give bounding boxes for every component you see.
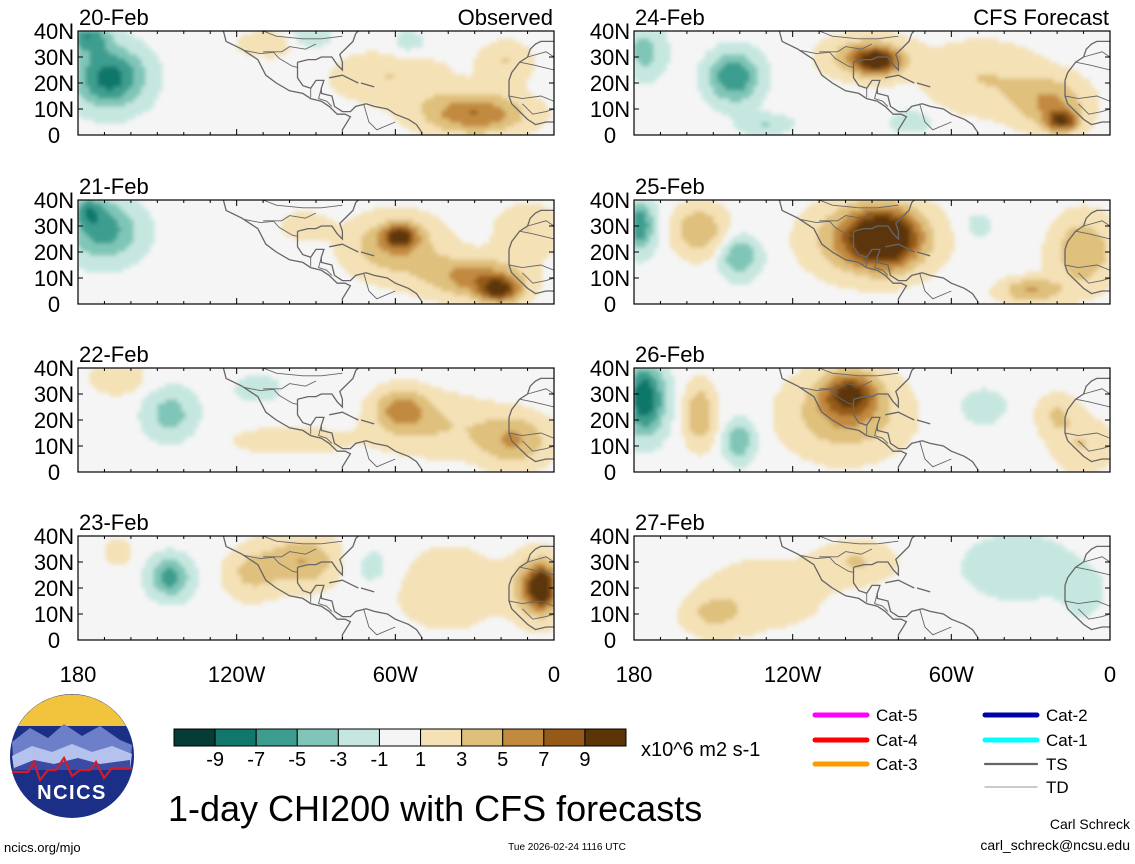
field-cell: [122, 119, 127, 124]
field-cell: [178, 440, 183, 445]
field-cell: [406, 47, 411, 52]
field-cell: [542, 464, 547, 469]
chi200-field: [78, 31, 555, 136]
lat-tick-label: 40N: [34, 19, 74, 44]
field-cell: [130, 115, 135, 120]
field-cell: [126, 264, 131, 269]
field-cell: [190, 432, 195, 437]
panel-date-label: 22-Feb: [79, 342, 149, 367]
field-cell: [370, 576, 375, 581]
lat-tick-label: 30N: [34, 214, 74, 239]
lat-tick-label: 0: [48, 292, 60, 317]
field-cell: [318, 43, 323, 48]
lat-tick-label: 0: [48, 123, 60, 148]
field-cell: [346, 444, 351, 449]
field-cell: [534, 127, 539, 132]
field-cell: [122, 560, 127, 565]
field-cell: [138, 111, 143, 116]
chi200-field: [78, 536, 555, 641]
lat-tick-label: 20N: [34, 408, 74, 433]
lat-tick-label: 10N: [34, 266, 74, 291]
map-panels: 20-Feb40N30N20N10N021-Feb40N30N20N10N022…: [34, 5, 1111, 653]
field-cell: [130, 388, 135, 393]
lat-tick-label: 10N: [34, 434, 74, 459]
field-cell: [118, 392, 123, 397]
lat-tick-label: 30N: [34, 45, 74, 70]
field-cell: [326, 39, 331, 44]
lat-tick-label: 40N: [34, 188, 74, 213]
field-cell: [118, 268, 123, 273]
panel-date-label: 21-Feb: [79, 174, 149, 199]
field-cell: [146, 107, 151, 112]
field-cell: [270, 55, 275, 60]
panel-date-label: 20-Feb: [79, 5, 149, 30]
field-cell: [418, 43, 423, 48]
lat-tick-label: 10N: [34, 97, 74, 122]
field-cell: [270, 396, 275, 401]
lat-tick-label: 40N: [34, 356, 74, 381]
chi200-field: [78, 368, 555, 473]
field-cell: [134, 260, 139, 265]
forecast-heading: CFS Forecast: [973, 5, 1109, 30]
observed-heading: Observed: [458, 5, 553, 30]
lat-tick-label: 30N: [34, 382, 74, 407]
field-cell: [378, 572, 383, 577]
lat-tick-label: 20N: [34, 240, 74, 265]
chi200-field: [78, 200, 555, 305]
lat-tick-label: 20N: [34, 71, 74, 96]
lat-tick-label: 0: [48, 460, 60, 485]
